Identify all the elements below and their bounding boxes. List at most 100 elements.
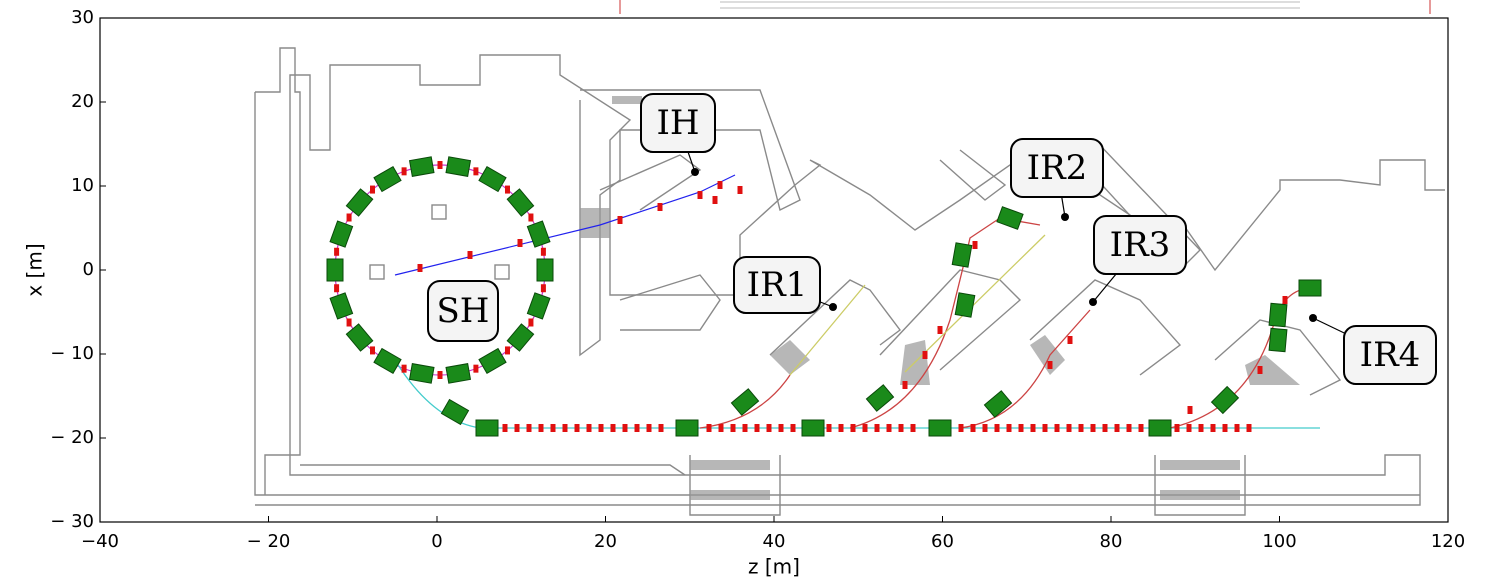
- quadrupole: [1283, 296, 1288, 304]
- y-tick-label: − 10: [50, 343, 94, 364]
- quadrupole: [743, 424, 748, 432]
- quadrupole: [903, 381, 908, 389]
- quadrupole: [719, 424, 724, 432]
- quadrupole: [515, 424, 520, 432]
- annotation-label: IR1: [747, 265, 808, 305]
- quadrupole: [505, 346, 510, 354]
- quadrupole: [370, 346, 375, 354]
- dipole: [984, 391, 1011, 417]
- quadrupole: [707, 424, 712, 432]
- quadrupole: [518, 239, 523, 247]
- quadrupole: [1019, 424, 1024, 432]
- quadrupole: [875, 424, 880, 432]
- dipole: [410, 157, 434, 177]
- quadrupole: [539, 424, 544, 432]
- leader-dot: [1309, 314, 1317, 322]
- dipole: [929, 420, 951, 436]
- quadrupole: [1043, 424, 1048, 432]
- quadrupole: [755, 424, 760, 432]
- annotation-label: IH: [656, 103, 699, 143]
- x-tick-label: − 20: [247, 531, 291, 552]
- quadrupole: [1127, 424, 1132, 432]
- quadrupole: [887, 424, 892, 432]
- building-outline: [255, 48, 1445, 515]
- quadrupole: [1031, 424, 1036, 432]
- dipole: [952, 243, 972, 267]
- quadrupole: [1187, 424, 1192, 432]
- quadrupole: [791, 424, 796, 432]
- y-tick-label: − 20: [50, 427, 94, 448]
- x-tick-label: −40: [81, 531, 119, 552]
- quadrupole: [505, 186, 510, 194]
- y-axis-label: x [m]: [23, 243, 47, 296]
- dipole: [527, 293, 550, 319]
- dipole: [676, 420, 698, 436]
- cropped-strip: [620, 0, 1430, 14]
- quadrupole: [541, 248, 546, 256]
- quadrupole: [863, 424, 868, 432]
- quadrupole: [1079, 424, 1084, 432]
- dipole: [1299, 280, 1321, 296]
- quadrupole: [334, 248, 339, 256]
- quadrupole: [973, 241, 978, 249]
- quadrupole: [1007, 424, 1012, 432]
- x-tick-label: 40: [763, 531, 786, 552]
- quadrupole: [647, 424, 652, 432]
- quadrupole: [541, 284, 546, 292]
- quadrupole: [767, 424, 772, 432]
- dipole: [1269, 303, 1287, 326]
- quadrupole: [334, 284, 339, 292]
- quadrupole: [959, 424, 964, 432]
- quadrupole: [659, 424, 664, 432]
- quadrupole: [1091, 424, 1096, 432]
- quadrupole: [527, 424, 532, 432]
- dipole: [866, 385, 893, 411]
- quadrupole: [347, 214, 352, 222]
- leader-dot: [829, 303, 837, 311]
- quadrupole: [839, 424, 844, 432]
- y-tick-label: 0: [83, 259, 94, 280]
- quadrupole: [1068, 336, 1073, 344]
- quadrupole: [911, 424, 916, 432]
- quadrupole: [718, 181, 723, 189]
- quadrupole: [473, 167, 478, 175]
- quadrupole: [1048, 361, 1053, 369]
- quadrupole: [473, 365, 478, 373]
- dipole: [731, 389, 758, 415]
- quadrupole: [1258, 366, 1263, 374]
- x-tick-label: 0: [431, 531, 442, 552]
- quadrupole: [575, 424, 580, 432]
- quadrupole: [528, 214, 533, 222]
- x-tick-label: 80: [1100, 531, 1123, 552]
- quadrupole: [587, 424, 592, 432]
- quadrupole: [779, 424, 784, 432]
- quadrupole: [851, 424, 856, 432]
- quadrupole: [1188, 406, 1193, 414]
- dipole: [527, 221, 550, 247]
- quadrupole: [698, 191, 703, 199]
- quadrupole: [1247, 424, 1252, 432]
- dipole: [802, 420, 824, 436]
- quadrupole: [468, 251, 473, 259]
- quadrupole: [827, 424, 832, 432]
- quadrupole: [1199, 424, 1204, 432]
- quadrupole: [503, 424, 508, 432]
- y-tick-label: 30: [71, 7, 94, 28]
- quadrupole: [1235, 424, 1240, 432]
- dipole: [1149, 420, 1171, 436]
- quadrupole: [635, 424, 640, 432]
- quadrupole: [370, 186, 375, 194]
- y-tick-label: 10: [71, 175, 94, 196]
- dipole: [441, 400, 468, 425]
- dipole: [410, 364, 434, 384]
- quadrupole: [1223, 424, 1228, 432]
- quadrupole: [983, 424, 988, 432]
- dipole: [330, 221, 353, 247]
- dipole: [446, 364, 470, 384]
- annotation-label: SH: [437, 291, 490, 331]
- quadrupole: [658, 203, 663, 211]
- quadrupole: [438, 161, 443, 169]
- leader-dot: [691, 168, 699, 176]
- quadrupole: [738, 186, 743, 194]
- quadrupole: [923, 351, 928, 359]
